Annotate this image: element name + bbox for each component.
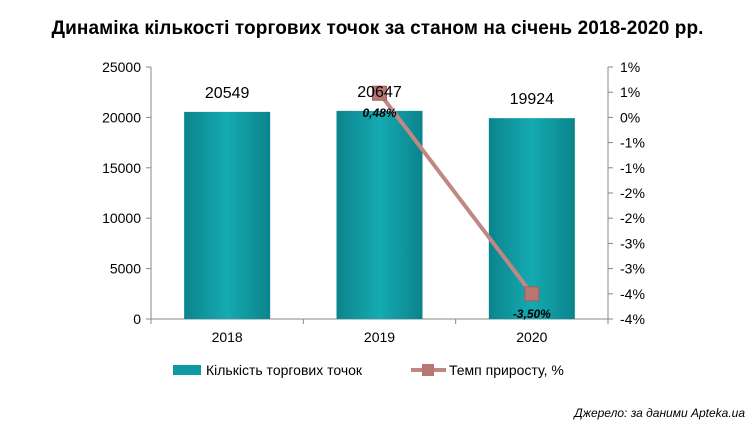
y-tick-label-right: -2% (620, 210, 645, 226)
y-tick-label-right: -2% (620, 185, 645, 201)
growth-value-label: 0,48% (362, 106, 396, 120)
bar (488, 118, 575, 319)
y-tick-label-left: 20000 (102, 109, 141, 125)
x-tick-label: 2020 (516, 329, 547, 345)
source-note: Джерело: за даними Apteka.ua (574, 406, 745, 420)
y-tick-label-right: -4% (620, 286, 645, 302)
growth-value-label: -3,50% (513, 307, 551, 321)
bar-value-label: 19924 (510, 91, 555, 108)
y-tick-label-left: 5000 (110, 261, 141, 277)
x-tick-label: 2019 (364, 329, 395, 345)
legend-swatch-marker (422, 364, 434, 376)
bar (184, 111, 271, 319)
y-tick-label-left: 15000 (102, 160, 141, 176)
bar (336, 110, 423, 320)
y-tick-label-right: 0% (620, 109, 640, 125)
y-tick-label-right: 1% (620, 59, 640, 75)
growth-marker (372, 85, 387, 101)
y-tick-label-right: -4% (620, 311, 645, 327)
legend-swatch-bar (173, 365, 201, 375)
y-tick-label-right: 1% (620, 84, 640, 100)
growth-marker (524, 286, 540, 302)
legend-label-line: Темп приросту, % (449, 362, 564, 378)
y-tick-label-right: -1% (620, 160, 645, 176)
bar-value-label: 20647 (357, 84, 402, 101)
y-tick-label-left: 25000 (102, 59, 141, 75)
y-tick-label-right: -3% (620, 235, 645, 251)
legend-label-bar: Кількість торгових точок (206, 362, 363, 378)
y-tick-label-left: 0 (133, 311, 141, 327)
y-tick-label-right: -1% (620, 135, 645, 151)
growth-line (377, 91, 534, 296)
x-tick-label: 2018 (212, 329, 243, 345)
y-tick-label-right: -3% (620, 261, 645, 277)
bar-value-label: 20549 (205, 85, 250, 102)
chart-title: Динаміка кількості торгових точок за ста… (51, 18, 704, 39)
y-tick-label-left: 10000 (102, 210, 141, 226)
